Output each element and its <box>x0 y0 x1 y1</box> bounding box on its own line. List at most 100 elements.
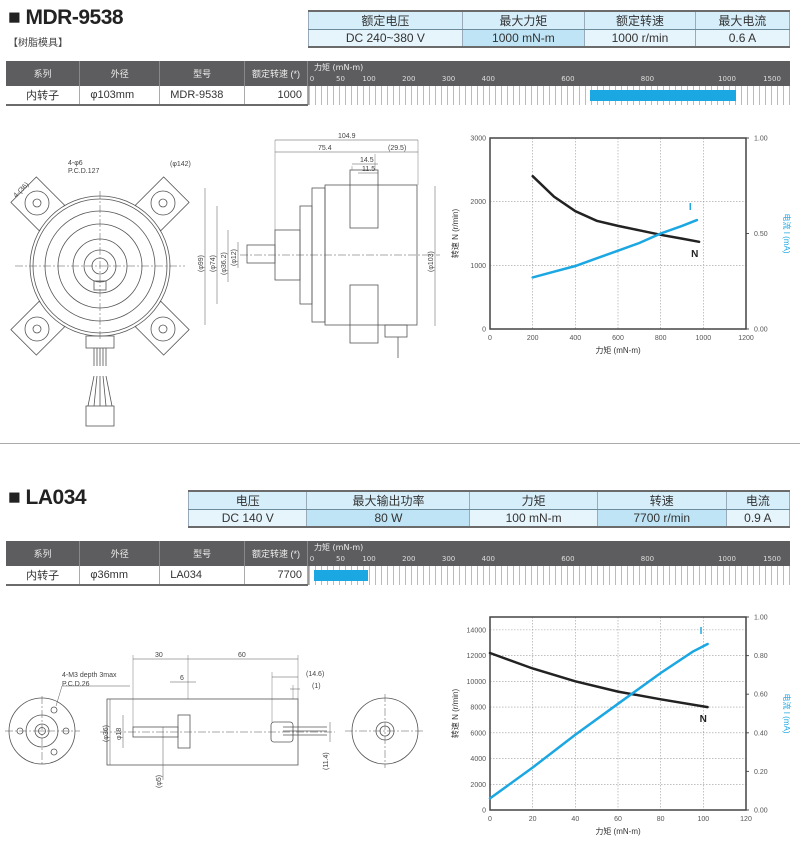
x-tick-label: 1200 <box>738 335 754 342</box>
product-subtitle: 【树脂模具】 <box>8 38 68 49</box>
torque-range-bar <box>314 570 369 581</box>
spec-label: 最大输出功率 <box>306 491 471 510</box>
x-tick-label: 0 <box>488 816 492 823</box>
y-tick-label: 2000 <box>470 782 486 789</box>
torque-tick-label: 1500 <box>763 555 781 563</box>
torque-tick-label: 300 <box>441 555 456 563</box>
y2-axis-label: 电流 I (mA) <box>782 214 792 254</box>
y2-tick-label: 0.40 <box>754 730 768 737</box>
y-tick-label: 10000 <box>467 679 487 686</box>
dim-label: (φ5) <box>156 775 163 788</box>
torque-header-label: 力矩 (mN-m) <box>314 543 364 552</box>
x-tick-label: 100 <box>697 816 709 823</box>
front-view <box>5 685 130 766</box>
dim-label: (14.6) <box>306 671 324 678</box>
col-header-diameter: 外径 <box>79 61 161 86</box>
front-view <box>10 176 190 427</box>
torque-tick-label: 300 <box>441 75 456 83</box>
spec-label: 电压 <box>187 491 308 510</box>
spec-label: 力矩 <box>469 491 598 510</box>
series-label: I <box>689 202 692 213</box>
col-header-series: 系列 <box>6 61 81 86</box>
col-header-model: 型号 <box>159 61 246 86</box>
torque-header-band <box>308 61 790 86</box>
dim-label: 60 <box>238 652 246 659</box>
spec-value: 100 mN-m <box>469 509 598 527</box>
plot-frame <box>489 137 747 330</box>
y2-tick-label: 1.00 <box>754 615 768 622</box>
y2-tick-label: 0.00 <box>754 327 768 334</box>
side-view <box>204 139 440 358</box>
dim-label: 4-M3 depth 3max <box>62 672 117 679</box>
torque-range-bar <box>589 90 737 101</box>
spec-label: 电流 <box>725 491 791 510</box>
dim-label: P.C.D.127 <box>68 168 99 175</box>
cell-diameter: φ103mm <box>79 86 161 105</box>
cell-model: LA034 <box>159 566 246 585</box>
y-tick-label: 14000 <box>467 627 487 634</box>
y-tick-label: 3000 <box>470 136 486 143</box>
spec-label: 额定电压 <box>308 11 463 30</box>
torque-tick-label: 800 <box>640 75 655 83</box>
product-table: 系列 外径 型号 额定转速 (*) 内转子 φ103mm MDR-9538 10… <box>6 61 308 106</box>
cell-diameter: φ36mm <box>79 566 161 585</box>
torque-tick-label: 600 <box>561 555 575 563</box>
la034-performance-chart: 0 20 40 60 80 100 120 0 2000 4000 6000 8000 10000 120… <box>450 615 792 837</box>
dim-label: 4-φ6 <box>68 160 83 167</box>
dim-label: (1) <box>312 683 321 690</box>
spec-value: 0.6 A <box>694 29 791 47</box>
dim-label: 6 <box>180 675 184 682</box>
dim-label: (φ103) <box>428 251 435 272</box>
spec-value: 1000 r/min <box>584 29 696 47</box>
torque-tick-label: 0 <box>309 555 315 563</box>
x-tick-label: 80 <box>657 816 665 823</box>
y2-tick-label: 0.00 <box>754 808 768 815</box>
torque-grid <box>308 566 790 585</box>
cell-series: 内转子 <box>6 86 81 105</box>
spec-value: 80 W <box>306 509 471 527</box>
series-line-n <box>531 174 701 244</box>
y-tick-label: 1000 <box>470 263 486 270</box>
dim-label: 75.4 <box>318 145 332 152</box>
x-axis-label: 力矩 (mN-m) <box>595 826 641 836</box>
y2-tick-label: 0.80 <box>754 653 768 660</box>
col-header-speed: 额定转速 (*) <box>244 61 308 86</box>
y2-axis-label: 电流 I (mA) <box>782 694 792 734</box>
dim-label: 30 <box>155 652 163 659</box>
cell-speed: 7700 <box>244 566 308 585</box>
dim-label: P.C.D.26 <box>62 681 90 688</box>
x-tick-label: 1000 <box>696 335 712 342</box>
y2-tick-label: 1.00 <box>754 136 768 143</box>
dim-label: (φ12) <box>231 249 238 266</box>
y-tick-label: 0 <box>482 808 486 815</box>
cell-series: 内转子 <box>6 566 81 585</box>
series-line-n <box>488 651 709 709</box>
y-tick-label: 8000 <box>470 705 486 712</box>
cell-model: MDR-9538 <box>159 86 246 105</box>
spec-label: 最大力矩 <box>461 11 586 30</box>
cell-speed: 1000 <box>244 86 308 105</box>
col-header-series: 系列 <box>6 541 81 566</box>
y-tick-label: 2000 <box>470 199 486 206</box>
dim-label: (φ36.2) <box>221 252 228 275</box>
spec-value: 0.9 A <box>725 509 791 527</box>
torque-tick-label: 200 <box>402 75 416 83</box>
x-tick-label: 60 <box>614 816 622 823</box>
spec-value: DC 240~380 V <box>308 29 463 47</box>
plot-frame <box>489 616 747 811</box>
dim-label: (11.4) <box>323 752 330 770</box>
spec-value: 7700 r/min <box>596 509 727 527</box>
torque-tick-label: 400 <box>481 555 496 563</box>
dim-label: (φ74) <box>210 255 217 272</box>
dim-label: (φ142) <box>170 161 191 168</box>
mdr-9538-performance-chart: 0 200 400 600 800 1000 1200 0 1000 2000 3000 0.00 0.… <box>450 136 792 356</box>
dim-label: 14.5 <box>360 157 374 164</box>
torque-tick-label: 100 <box>362 555 376 563</box>
dim-label: 104.9 <box>338 133 356 140</box>
series-label: I <box>700 626 703 637</box>
dim-label: (29.5) <box>388 145 406 152</box>
col-header-diameter: 外径 <box>79 541 161 566</box>
x-tick-label: 120 <box>740 816 752 823</box>
torque-tick-label: 600 <box>561 75 575 83</box>
y-axis-label: 转速 N (r/min) <box>450 209 460 259</box>
